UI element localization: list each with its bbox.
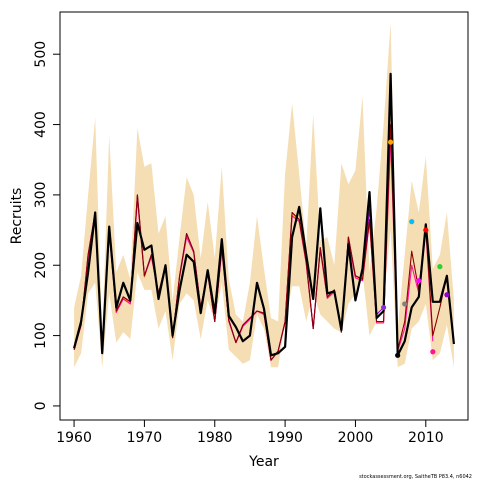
endpoint-marker-2004 bbox=[380, 304, 387, 311]
y-tick-label: 200 bbox=[33, 252, 49, 279]
x-tick-label: 1980 bbox=[197, 430, 233, 446]
x-tick-label: 1960 bbox=[56, 430, 92, 446]
plot-frame bbox=[59, 11, 469, 421]
endpoint-marker-2006 bbox=[395, 352, 401, 358]
series-lines bbox=[73, 72, 455, 361]
x-tick-label: 1990 bbox=[267, 430, 303, 446]
y-axis: 0 100 200 300 400 500 bbox=[33, 41, 61, 410]
x-axis-title: Year bbox=[248, 454, 279, 470]
y-tick-label: 300 bbox=[33, 182, 49, 209]
y-tick-label: 0 bbox=[33, 401, 49, 410]
y-axis-title: Recruits bbox=[9, 188, 25, 245]
footnote: stockassessment.org, SaitheTB P83.4, n60… bbox=[359, 474, 472, 480]
endpoint-marker-2013 bbox=[444, 292, 450, 298]
endpoint-marker-2010 bbox=[423, 227, 429, 233]
x-tick-label: 1970 bbox=[127, 430, 163, 446]
endpoint-marker-2007 bbox=[402, 301, 408, 307]
endpoint-marker-2005 bbox=[388, 139, 394, 145]
x-tick-label: 2010 bbox=[408, 430, 444, 446]
y-tick-label: 500 bbox=[33, 41, 49, 68]
endpoint-marker-2011 bbox=[430, 349, 436, 355]
endpoint-marker-2009 bbox=[416, 278, 422, 284]
series-line-0 bbox=[73, 72, 455, 357]
x-axis: 1960 1970 1980 1990 2000 2010 bbox=[56, 419, 444, 446]
x-tick-label: 2000 bbox=[338, 430, 374, 446]
endpoint-markers bbox=[380, 139, 450, 358]
y-tick-label: 100 bbox=[33, 322, 49, 349]
endpoint-marker-2012 bbox=[437, 264, 443, 270]
endpoint-marker-2008 bbox=[409, 219, 415, 225]
y-tick-label: 400 bbox=[33, 111, 49, 138]
